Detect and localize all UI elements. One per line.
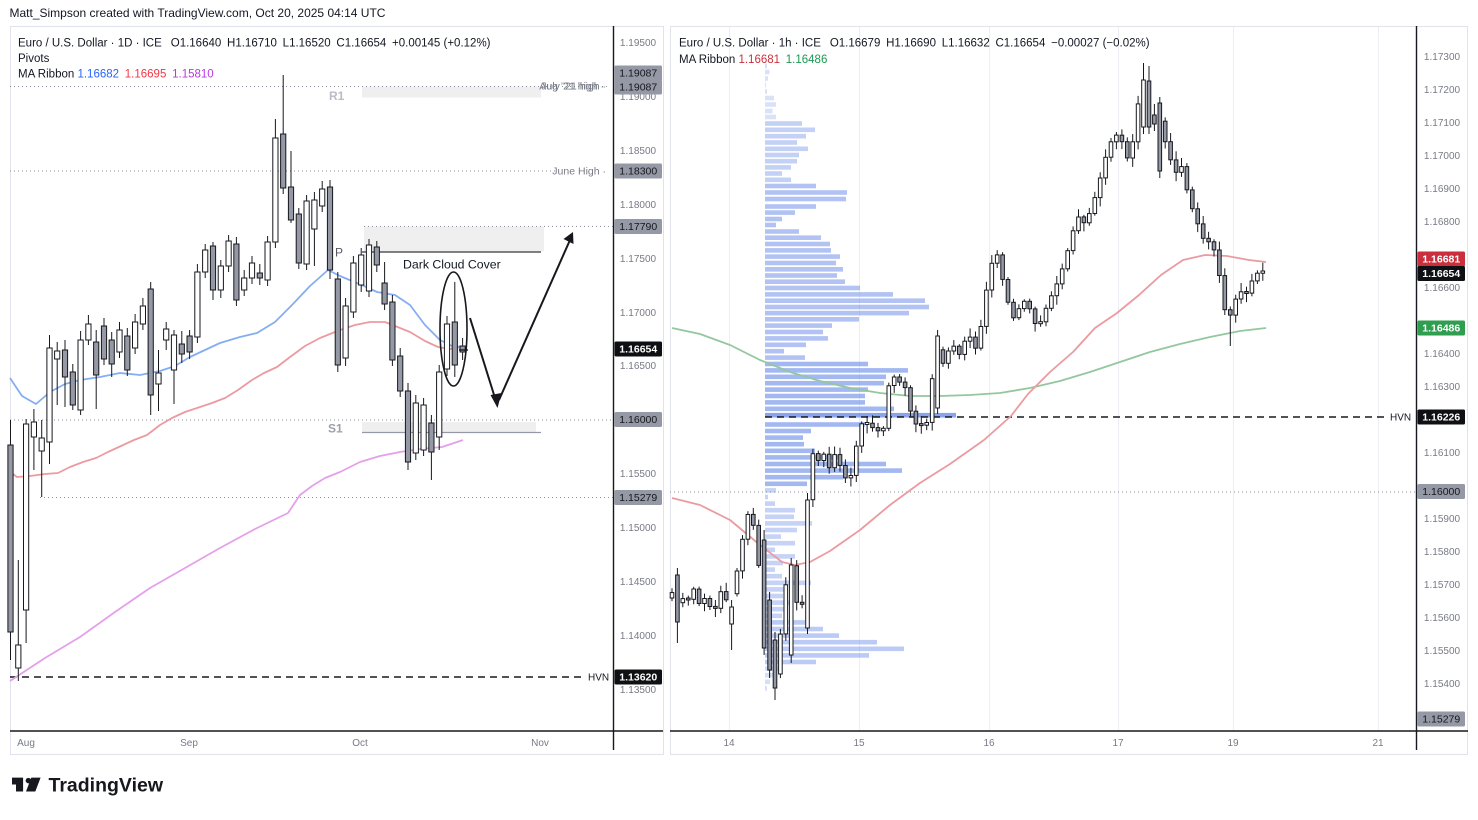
svg-text:16: 16 (983, 738, 995, 749)
svg-text:1.16800: 1.16800 (1424, 217, 1461, 228)
svg-text:1.16654: 1.16654 (619, 344, 657, 356)
svg-text:1.17500: 1.17500 (620, 254, 657, 265)
svg-text:HVN: HVN (588, 673, 609, 684)
svg-text:1.18500: 1.18500 (620, 146, 657, 157)
svg-text:1.16654: 1.16654 (1422, 268, 1460, 280)
svg-text:1.16500: 1.16500 (620, 361, 657, 372)
svg-text:1.16300: 1.16300 (1424, 382, 1461, 393)
svg-text:1.17000: 1.17000 (620, 308, 657, 319)
svg-text:1.15700: 1.15700 (1424, 580, 1461, 591)
svg-text:17: 17 (1112, 738, 1124, 749)
svg-text:1.15400: 1.15400 (1424, 679, 1461, 690)
svg-text:1.14000: 1.14000 (620, 631, 657, 642)
svg-text:July ’21 high ·: July ’21 high · (541, 81, 606, 93)
svg-text:1.16486: 1.16486 (1422, 323, 1460, 335)
svg-text:HVN: HVN (1390, 413, 1411, 424)
svg-text:1.16400: 1.16400 (1424, 349, 1461, 360)
svg-text:1.15000: 1.15000 (620, 523, 657, 534)
svg-text:MA Ribbon 1.16682 1.16695 1.15: MA Ribbon 1.16682 1.16695 1.15810 (18, 69, 214, 81)
svg-text:S1: S1 (328, 422, 343, 436)
svg-text:1.17100: 1.17100 (1424, 118, 1461, 129)
svg-text:MA Ribbon 1.16681 1.16486: MA Ribbon 1.16681 1.16486 (679, 54, 827, 66)
svg-text:1.15279: 1.15279 (1422, 714, 1460, 726)
svg-text:1.19000: 1.19000 (620, 92, 657, 103)
svg-text:1.14500: 1.14500 (620, 577, 657, 588)
svg-text:1.16600: 1.16600 (1424, 283, 1461, 294)
svg-text:1.15600: 1.15600 (1424, 613, 1461, 624)
svg-text:Aug ’21 high ·: Aug ’21 high · (539, 81, 604, 93)
svg-text:14: 14 (723, 738, 735, 749)
svg-text:1.17000: 1.17000 (1424, 151, 1461, 162)
svg-text:1.15500: 1.15500 (620, 469, 657, 480)
svg-text:Sep: Sep (180, 738, 198, 749)
svg-text:1.17200: 1.17200 (1424, 85, 1461, 96)
svg-text:1.16100: 1.16100 (1424, 448, 1461, 459)
svg-text:1.15279: 1.15279 (619, 492, 657, 504)
svg-text:1.16900: 1.16900 (1424, 184, 1461, 195)
svg-text:Matt_Simpson created with Trad: Matt_Simpson created with TradingView.co… (10, 6, 386, 20)
svg-text:1.15900: 1.15900 (1424, 514, 1461, 525)
svg-text:Euro / U.S. Dollar · 1D · ICE: Euro / U.S. Dollar · 1D · ICE O1.16640 H… (18, 38, 491, 50)
svg-text:Dark Cloud Cover: Dark Cloud Cover (403, 258, 501, 272)
svg-text:1.17790: 1.17790 (619, 221, 657, 233)
svg-text:Euro / U.S. Dollar · 1h · ICE: Euro / U.S. Dollar · 1h · ICE O1.16679 H… (679, 38, 1150, 50)
svg-text:1.18300: 1.18300 (619, 166, 657, 178)
svg-text:1.16226: 1.16226 (1422, 412, 1460, 424)
svg-text:P: P (335, 246, 343, 260)
svg-text:1.15800: 1.15800 (1424, 547, 1461, 558)
svg-text:Aug: Aug (17, 738, 35, 749)
svg-text:21: 21 (1372, 738, 1384, 749)
svg-text:1.13620: 1.13620 (619, 672, 657, 684)
svg-text:1.13500: 1.13500 (620, 685, 657, 696)
svg-text:1.17300: 1.17300 (1424, 52, 1461, 63)
svg-text:R1: R1 (329, 89, 345, 103)
svg-text:19: 19 (1227, 738, 1239, 749)
svg-text:1.16681: 1.16681 (1422, 254, 1460, 266)
svg-text:1.19500: 1.19500 (620, 38, 657, 49)
svg-text:Nov: Nov (531, 738, 549, 749)
svg-text:TradingView: TradingView (49, 775, 164, 797)
svg-text:1.16000: 1.16000 (619, 414, 657, 426)
svg-text:1.15500: 1.15500 (1424, 646, 1461, 657)
svg-text:June High ·: June High · (552, 165, 606, 177)
svg-text:1.19087: 1.19087 (619, 68, 657, 80)
svg-text:1.18000: 1.18000 (620, 200, 657, 211)
svg-text:15: 15 (853, 738, 865, 749)
svg-text:1.19087: 1.19087 (619, 82, 657, 94)
svg-text:Oct: Oct (352, 738, 368, 749)
svg-text:Pivots: Pivots (18, 53, 50, 65)
svg-text:1.16000: 1.16000 (1422, 486, 1460, 498)
